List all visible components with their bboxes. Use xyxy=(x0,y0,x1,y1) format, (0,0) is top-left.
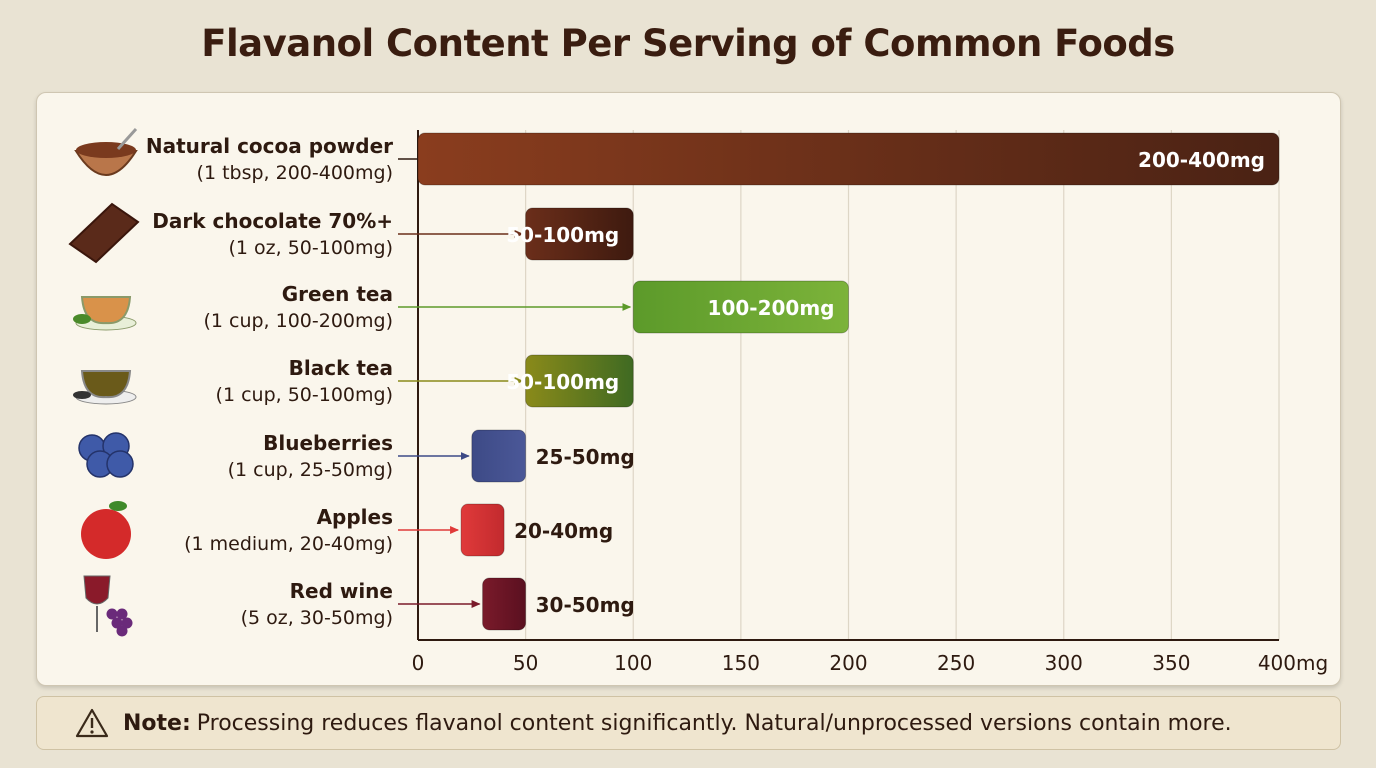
glass xyxy=(83,575,111,605)
note-label: Note: xyxy=(123,710,191,736)
category-name: Apples xyxy=(317,505,393,529)
warning-icon xyxy=(75,708,109,738)
grape xyxy=(111,617,123,629)
x-tick-label: 50 xyxy=(513,651,538,675)
category-detail: (1 cup, 50-100mg) xyxy=(216,384,393,406)
x-tick-label: 150 xyxy=(722,651,760,675)
cocoa xyxy=(76,142,136,158)
blueberries-icon xyxy=(78,432,134,478)
bar-value-label: 30-50mg xyxy=(536,593,635,617)
note-box: Note: Processing reduces flavanol conten… xyxy=(36,696,1341,750)
range-bar xyxy=(632,280,849,334)
category-name: Natural cocoa powder xyxy=(146,134,393,158)
bar-row-1: Dark chocolate 70%+ (1 oz, 50-100mg) 50-10… xyxy=(68,202,634,264)
chocolate-bar-icon xyxy=(68,202,140,264)
bar-value-label: 20-40mg xyxy=(514,519,613,543)
range-bar xyxy=(482,577,527,631)
green-tea-cup-icon xyxy=(73,296,137,331)
category-detail: (1 cup, 100-200mg) xyxy=(203,310,393,332)
apple-icon xyxy=(81,501,131,559)
x-tick-label: 400mg xyxy=(1258,651,1328,675)
grape xyxy=(116,625,128,637)
grape xyxy=(121,617,133,629)
x-tick-label: 350 xyxy=(1152,651,1190,675)
bar-value-label: 200-400mg xyxy=(1138,148,1265,172)
bar-row-0: Natural cocoa powder (1 tbsp, 200-400mg) 2… xyxy=(74,127,1280,186)
black-tea-cup-icon xyxy=(73,370,137,405)
leaf xyxy=(73,314,91,324)
bowl xyxy=(74,150,138,176)
x-tick-label: 0 xyxy=(412,651,425,675)
bar-row-5: Apples (1 medium, 20-40mg) 20-40mg xyxy=(81,501,613,559)
category-name: Red wine xyxy=(290,579,393,603)
category-detail: (5 oz, 30-50mg) xyxy=(241,607,393,629)
category-detail: (1 cup, 25-50mg) xyxy=(228,459,393,481)
bar-row-3: Black tea (1 cup, 50-100mg) 50-100mg xyxy=(73,354,634,408)
cup xyxy=(80,370,132,399)
bar-row-4: Blueberries (1 cup, 25-50mg) 25-50mg xyxy=(78,429,635,483)
spoon xyxy=(116,127,138,151)
tea-leaves xyxy=(73,391,91,399)
chart-title: Flavanol Content Per Serving of Common F… xyxy=(201,22,1175,65)
category-detail: (1 medium, 20-40mg) xyxy=(184,533,393,555)
x-tick-label: 250 xyxy=(937,651,975,675)
x-tick-label: 200 xyxy=(829,651,867,675)
category-detail: (1 tbsp, 200-400mg) xyxy=(197,162,393,184)
leaf xyxy=(109,501,127,511)
category-name: Dark chocolate 70%+ xyxy=(152,209,393,233)
range-bar xyxy=(525,354,634,408)
bar-value-label: 50-100mg xyxy=(506,370,619,394)
range-bar xyxy=(417,132,1280,186)
range-bar xyxy=(525,207,634,261)
bar xyxy=(68,202,140,264)
apple-body xyxy=(81,509,131,559)
category-name: Green tea xyxy=(282,282,393,306)
range-bar xyxy=(471,429,527,483)
range-bar xyxy=(460,503,505,557)
wine-grapes-icon xyxy=(83,575,133,637)
category-name: Blueberries xyxy=(263,431,393,455)
berry xyxy=(106,450,134,478)
cocoa-bowl-icon xyxy=(74,127,138,176)
x-tick-label: 100 xyxy=(614,651,652,675)
note-text: Processing reduces flavanol content sign… xyxy=(196,710,1232,736)
grape xyxy=(106,608,118,620)
grape xyxy=(116,608,128,620)
x-tick-label: 300 xyxy=(1045,651,1083,675)
chart-panel xyxy=(36,92,1341,686)
bar-value-label: 100-200mg xyxy=(708,296,835,320)
bar-value-label: 50-100mg xyxy=(506,223,619,247)
bar-row-2: Green tea (1 cup, 100-200mg) 100-200mg xyxy=(73,280,849,334)
bar-row-6: Red wine (5 oz, 30-50mg) 30-50mg xyxy=(83,575,635,637)
cup xyxy=(80,296,132,325)
bar-value-label: 25-50mg xyxy=(536,445,635,469)
category-name: Black tea xyxy=(289,356,393,380)
category-detail: (1 oz, 50-100mg) xyxy=(229,237,394,259)
